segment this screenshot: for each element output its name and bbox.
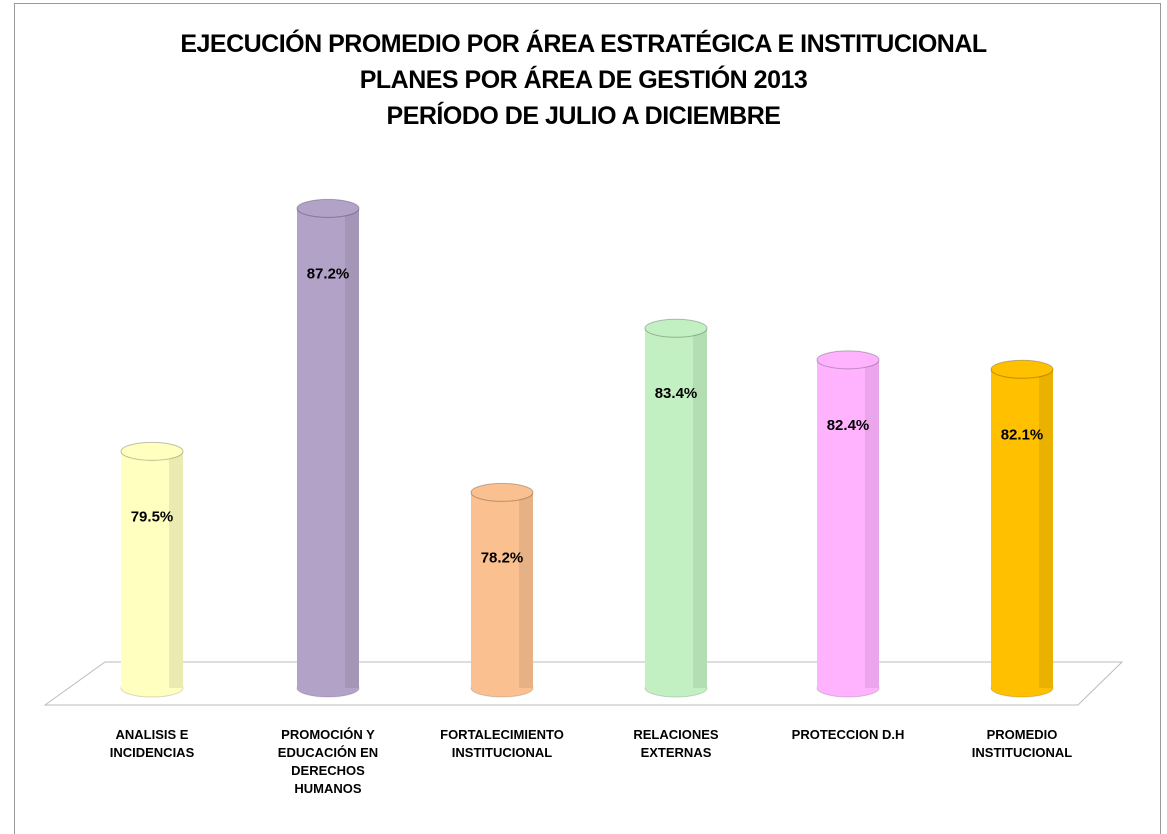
bar — [645, 328, 707, 688]
bar-shade — [865, 359, 879, 688]
bar — [991, 369, 1053, 688]
value-label: 82.4% — [827, 417, 870, 434]
x-tick-label: PROMEDIO INSTITUCIONAL — [971, 727, 1073, 760]
x-tick-label: ANALISIS E INCIDENCIAS — [109, 727, 195, 760]
chart-frame — [14, 3, 1161, 834]
cylinder-top — [120, 441, 184, 461]
value-label: 82.1% — [1001, 426, 1044, 443]
value-label: 87.2% — [307, 265, 350, 282]
cylinder-top — [644, 318, 708, 338]
bar-shade — [1039, 369, 1053, 688]
bar-shade — [519, 492, 533, 688]
chart-title: EJECUCIÓN PROMEDIO POR ÁREA ESTRATÉGICA … — [180, 30, 987, 58]
x-tick-label: PROTECCION D.H — [791, 727, 905, 742]
bar — [121, 451, 183, 688]
cylinder-top — [990, 359, 1054, 379]
cylinder-top — [470, 482, 534, 502]
cylinder-top — [816, 350, 880, 370]
cylinder-top — [296, 198, 360, 218]
value-label: 83.4% — [655, 385, 698, 402]
floor — [43, 661, 1124, 706]
bar — [817, 359, 879, 688]
value-label: 79.5% — [131, 508, 174, 525]
bar — [297, 208, 359, 688]
bar-shade — [693, 328, 707, 688]
value-label: 78.2% — [481, 549, 524, 566]
chart-title: PERÍODO DE JULIO A DICIEMBRE — [386, 102, 781, 130]
chart-title: PLANES POR ÁREA DE GESTIÓN 2013 — [359, 66, 808, 94]
bar — [471, 492, 533, 688]
bar-shade — [169, 451, 183, 688]
bar-shade — [345, 208, 359, 688]
x-tick-label: PROMOCIÓN Y EDUCACIÓN EN DERECHOS HUMANO… — [277, 727, 379, 796]
x-tick-label: RELACIONES EXTERNAS — [633, 727, 719, 760]
x-tick-label: FORTALECIMIENTO INSTITUCIONAL — [440, 727, 564, 760]
